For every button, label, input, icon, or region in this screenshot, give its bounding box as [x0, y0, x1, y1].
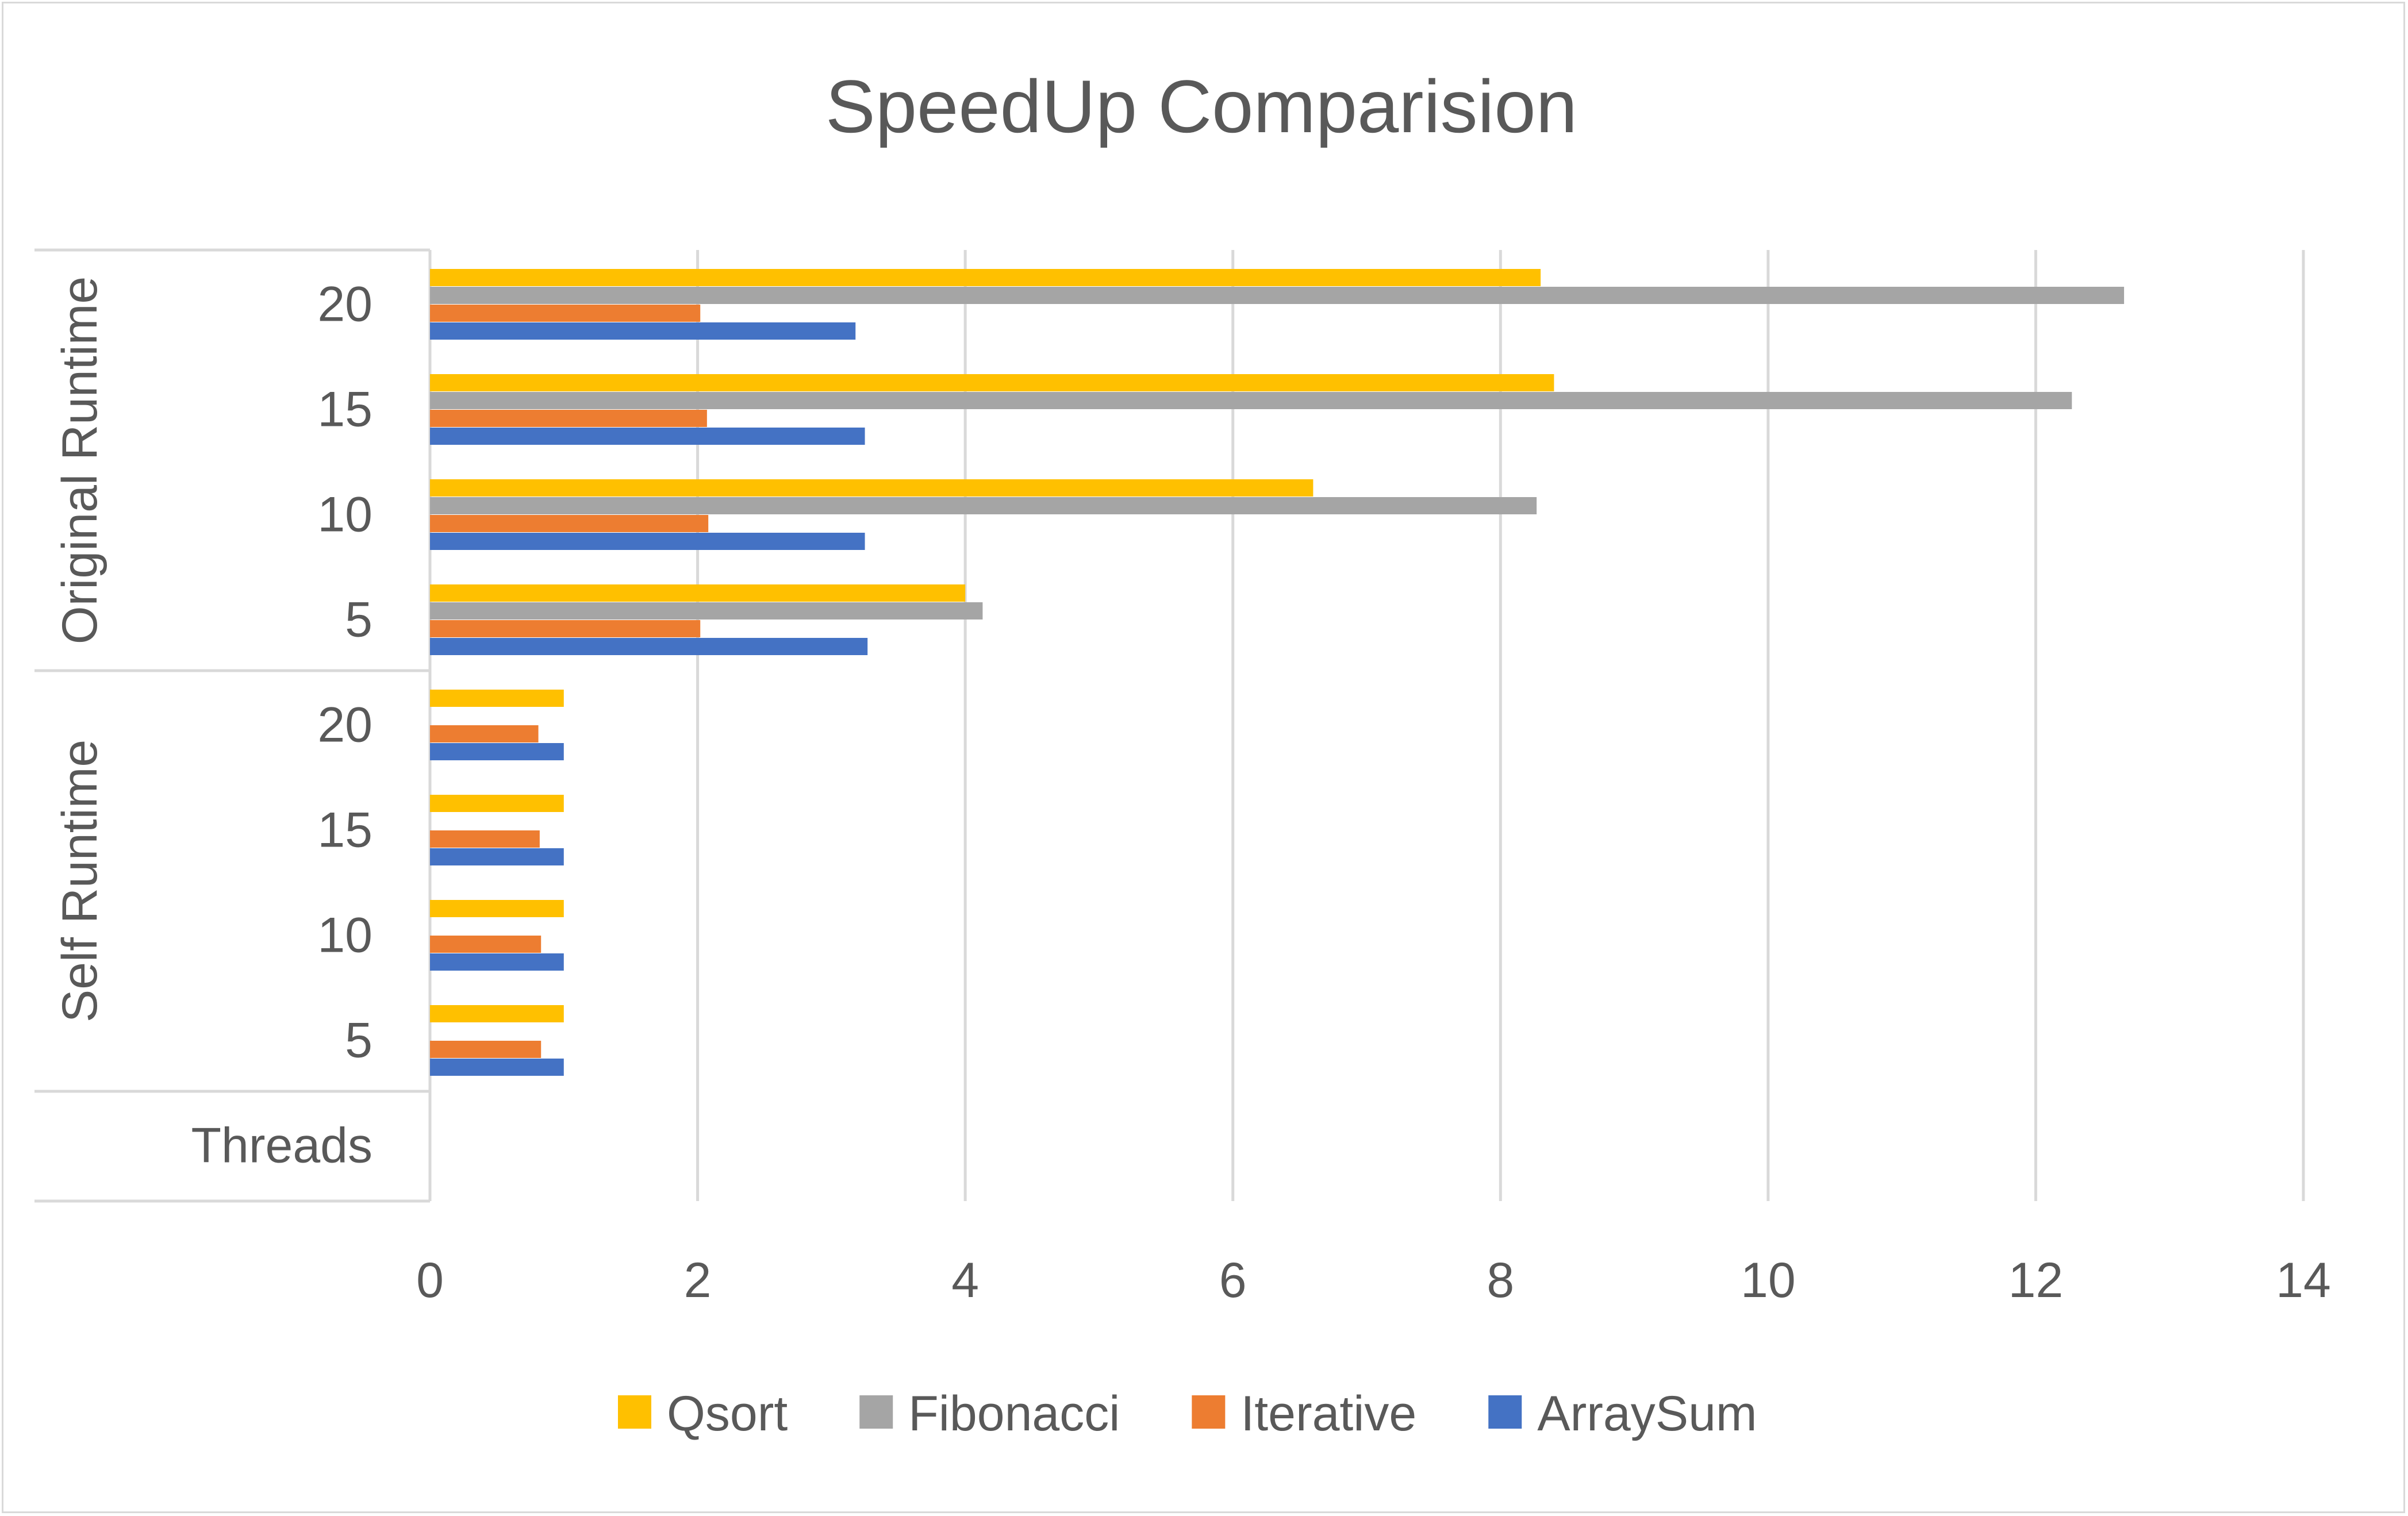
category-label-original-runtime-20: 20	[317, 277, 372, 332]
x-tick-label-0: 0	[416, 1253, 444, 1308]
bar-qsort-self-runtime-20	[430, 690, 564, 707]
bar-qsort-original-runtime-20	[430, 269, 1541, 286]
bar-qsort-self-runtime-5	[430, 1005, 564, 1022]
bar-qsort-original-runtime-15	[430, 374, 1554, 391]
bar-iterative-self-runtime-10	[430, 936, 541, 953]
bar-arraysum-original-runtime-20	[430, 322, 856, 340]
legend-swatch-arraysum	[1488, 1395, 1522, 1429]
x-tick-label-4: 4	[951, 1253, 979, 1308]
bar-fibonacci-original-runtime-5	[430, 602, 983, 620]
legend-layer: Qsort Fibonacci Iterative ArraySum	[618, 1386, 1757, 1441]
bar-arraysum-self-runtime-20	[430, 743, 564, 760]
category-label-original-runtime-15: 15	[317, 382, 372, 437]
category-label-self-runtime-5: 5	[345, 1013, 372, 1068]
bar-iterative-self-runtime-5	[430, 1041, 541, 1058]
bar-arraysum-original-runtime-15	[430, 428, 865, 445]
category-label-original-runtime-10: 10	[317, 487, 372, 542]
x-tick-label-8: 8	[1487, 1253, 1514, 1308]
bar-arraysum-self-runtime-5	[430, 1059, 564, 1076]
chart-title: SpeedUp Comparision	[825, 64, 1577, 148]
bar-arraysum-original-runtime-5	[430, 638, 868, 655]
x-tick-label-14: 14	[2276, 1253, 2331, 1308]
bar-qsort-self-runtime-15	[430, 795, 564, 812]
bar-iterative-original-runtime-5	[430, 620, 701, 637]
category-label-original-runtime-5: 5	[345, 592, 372, 648]
bar-iterative-self-runtime-15	[430, 830, 540, 848]
bar-iterative-original-runtime-20	[430, 305, 701, 322]
bar-arraysum-self-runtime-15	[430, 848, 564, 865]
legend-swatch-iterative	[1192, 1395, 1226, 1429]
bar-iterative-original-runtime-15	[430, 410, 707, 427]
bars-layer	[430, 269, 2125, 1076]
legend-label-arraysum: ArraySum	[1537, 1386, 1757, 1441]
bar-fibonacci-original-runtime-20	[430, 287, 2125, 304]
bar-qsort-original-runtime-10	[430, 479, 1314, 497]
category-axis-title: Threads	[191, 1118, 373, 1173]
legend-swatch-qsort	[618, 1395, 651, 1429]
x-tick-label-10: 10	[1741, 1253, 1796, 1308]
legend-label-qsort: Qsort	[667, 1386, 788, 1441]
legend-label-fibonacci: Fibonacci	[908, 1386, 1120, 1441]
bar-fibonacci-original-runtime-10	[430, 497, 1537, 514]
x-tick-label-6: 6	[1219, 1253, 1247, 1308]
bar-qsort-self-runtime-10	[430, 900, 564, 917]
category-label-self-runtime-10: 10	[317, 908, 372, 963]
x-tick-label-2: 2	[684, 1253, 712, 1308]
legend-swatch-fibonacci	[859, 1395, 893, 1429]
legend-label-iterative: Iterative	[1241, 1386, 1416, 1441]
category-label-self-runtime-20: 20	[317, 698, 372, 753]
bar-iterative-original-runtime-10	[430, 515, 709, 532]
category-label-self-runtime-15: 15	[317, 803, 372, 858]
x-tick-label-12: 12	[2008, 1253, 2064, 1308]
bar-qsort-original-runtime-5	[430, 584, 966, 602]
bar-fibonacci-original-runtime-15	[430, 392, 2072, 409]
group-label-self-runtime: Self Runtime	[52, 740, 107, 1022]
group-label-original-runtime: Original Runtime	[52, 276, 107, 644]
bar-iterative-self-runtime-20	[430, 725, 539, 742]
axis-layer: 0 2 4 6 8 10 12 14 5 10 15 20 5 10 15 20 Self Runtime Ori…	[34, 248, 2331, 1308]
bar-arraysum-self-runtime-10	[430, 953, 564, 971]
bar-arraysum-original-runtime-10	[430, 533, 865, 550]
